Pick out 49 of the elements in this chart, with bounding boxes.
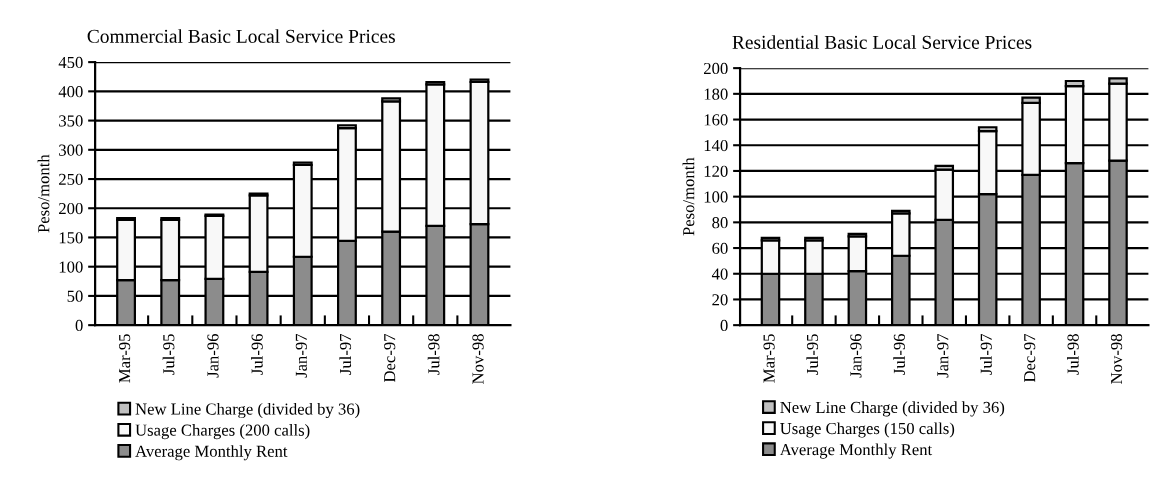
y-tick-label: 120	[704, 165, 728, 177]
x-tick-label: Jul-98	[1067, 334, 1079, 375]
y-tick-label: 60	[712, 242, 728, 254]
y-axis-title: Peso/month	[37, 154, 50, 233]
x-tick-label: Jul-96	[893, 333, 905, 375]
y-tick-label: 150	[59, 232, 83, 244]
y-tick-label: 350	[59, 115, 83, 127]
y-tick-label: 300	[59, 144, 83, 156]
legend-label: Average Monthly Rent	[135, 445, 288, 461]
x-tick-label: Jul-96	[251, 333, 263, 375]
x-tick-label: Jan-97	[295, 333, 307, 378]
legend-label: New Line Charge (divided by 36)	[780, 401, 1005, 417]
y-tick-label: 100	[704, 191, 728, 203]
y-tick-label: 80	[712, 217, 728, 229]
x-tick-label: Nov-98	[1110, 334, 1123, 384]
x-tick-label: Jan-96	[207, 333, 219, 378]
chart-title: Residential Basic Local Service Prices	[732, 35, 1032, 49]
y-axis-title: Peso/month	[682, 157, 695, 236]
y-tick-label: 160	[704, 114, 728, 126]
legend-label: Usage Charges (150 calls)	[780, 422, 955, 438]
x-tick-label: Nov-98	[472, 334, 484, 384]
x-tick-label: Jul-98	[427, 334, 440, 375]
y-tick-label: 140	[704, 139, 728, 152]
y-tick-label: 450	[58, 56, 83, 69]
x-tick-label: Mar-95	[763, 334, 775, 383]
chart-title: Commercial Basic Local Service Prices	[87, 29, 395, 43]
y-tick-label: 200	[704, 62, 728, 75]
y-tick-label: 0	[75, 319, 83, 332]
legend-label: Average Monthly Rent	[779, 443, 933, 459]
x-tick-label: Jul-97	[339, 333, 352, 375]
x-tick-label: Jul-95	[162, 334, 175, 375]
y-tick-label: 50	[67, 290, 83, 302]
legend-label: Usage Charges (200 calls)	[135, 424, 310, 440]
y-tick-label: 250	[59, 173, 83, 185]
y-tick-label: 400	[58, 86, 83, 98]
y-tick-label: 180	[704, 88, 728, 100]
x-tick-label: Jan-97	[937, 333, 949, 378]
y-tick-label: 100	[59, 261, 83, 273]
y-tick-label: 200	[59, 202, 83, 215]
x-tick-label: Jul-95	[806, 334, 819, 375]
y-tick-label: 20	[712, 294, 728, 306]
legend-label: New Line Charge (divided by 36)	[135, 402, 360, 419]
x-tick-label: Dec-97	[1024, 333, 1036, 383]
x-tick-label: Dec-97	[384, 333, 396, 383]
x-tick-label: Mar-95	[119, 334, 131, 383]
y-tick-label: 0	[720, 319, 728, 332]
x-tick-label: Jul-97	[980, 333, 992, 375]
x-tick-label: Jan-96	[850, 333, 862, 378]
y-tick-label: 40	[711, 268, 728, 280]
